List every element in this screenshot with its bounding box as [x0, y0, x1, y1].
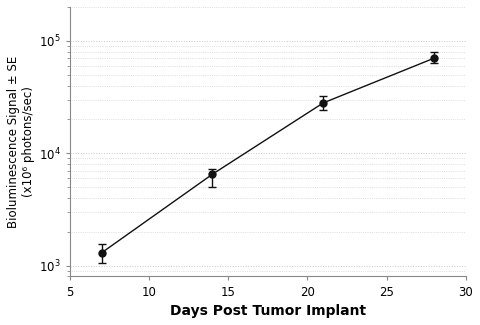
- Y-axis label: Bioluminescence Signal ± SE
(x10⁶ photons/sec): Bioluminescence Signal ± SE (x10⁶ photon…: [7, 56, 35, 228]
- X-axis label: Days Post Tumor Implant: Days Post Tumor Implant: [170, 304, 366, 318]
